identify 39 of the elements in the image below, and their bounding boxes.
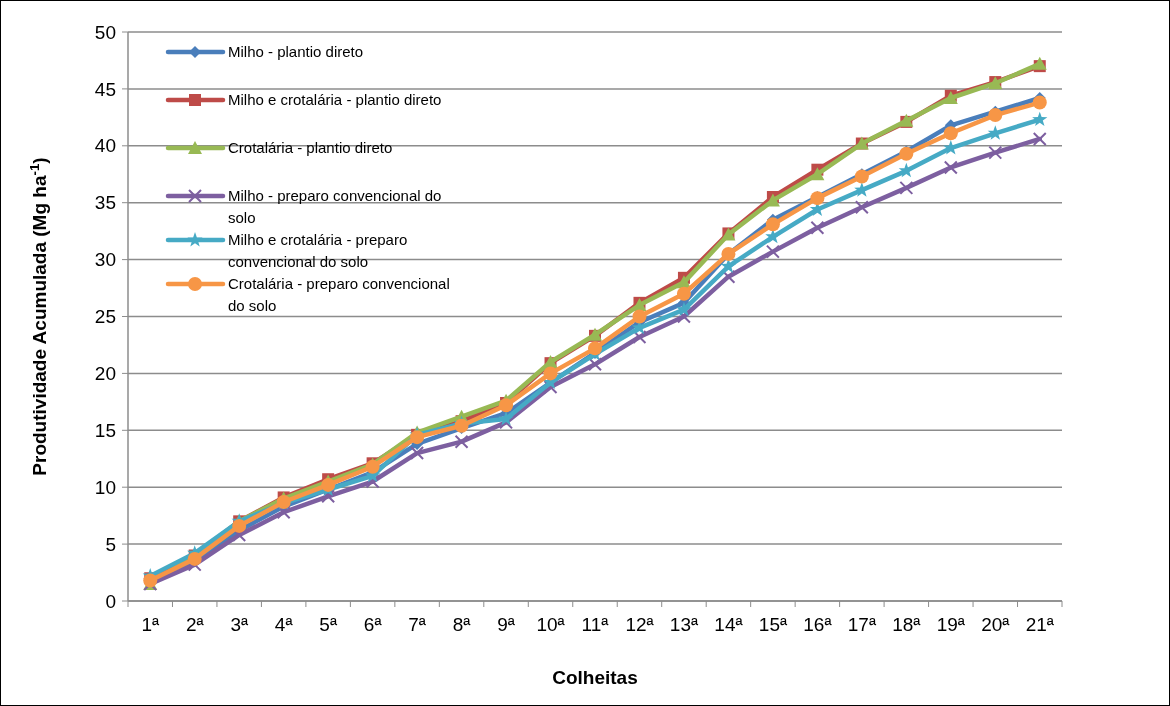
x-tick-label: 6ª (363, 614, 383, 635)
x-tick-label: 17ª (847, 614, 877, 635)
x-tick-label: 4ª (274, 614, 294, 635)
x-tick-label: 18ª (892, 614, 922, 635)
x-tick-label: 19ª (936, 614, 966, 635)
legend-label: Crotalária - preparo convencional do solo (228, 275, 450, 314)
x-tick-label: 5ª (319, 614, 338, 635)
x-tick-label: 15ª (758, 614, 788, 635)
x-tick-label: 1ª (141, 614, 160, 635)
x-tick-label: 2ª (185, 614, 205, 635)
x-tick-label: 14ª (714, 614, 744, 635)
y-tick-label: 10 (94, 476, 116, 498)
x-tick-label: 16ª (803, 614, 833, 635)
legend-label: Crotalária - plantio direto (228, 139, 393, 156)
x-tick-label: 13ª (669, 614, 699, 635)
y-tick-label: 15 (94, 419, 116, 441)
y-tick-label: 25 (94, 306, 116, 328)
y-tick-label: 50 (94, 21, 116, 43)
legend-label: Milho e crotalária - preparo convencional do solo (228, 231, 408, 270)
x-axis-title: Colheitas (552, 667, 638, 688)
x-tick-label: 21ª (1025, 614, 1055, 635)
y-tick-label: 0 (105, 590, 116, 612)
y-tick-label: 20 (94, 363, 116, 385)
y-tick-label: 30 (94, 249, 116, 271)
x-tick-label: 7ª (408, 614, 427, 635)
legend-label: Milho - plantio direto (228, 43, 364, 60)
y-tick-label: 35 (94, 192, 116, 214)
x-tick-label: 12ª (625, 614, 655, 635)
x-tick-label: 8ª (452, 614, 472, 635)
y-tick-label: 45 (94, 78, 116, 100)
x-tick-label: 3ª (230, 614, 249, 635)
x-tick-label: 20ª (981, 614, 1011, 635)
x-tick-label: 9ª (497, 614, 516, 635)
legend-label: Milho e crotalária - plantio direto (228, 91, 442, 108)
y-tick-label: 40 (94, 135, 116, 157)
x-tick-label: 10ª (536, 614, 566, 635)
x-tick-label: 11ª (581, 614, 610, 635)
y-tick-label: 5 (105, 533, 116, 555)
legend-label: Milho - preparo convencional do solo (228, 187, 442, 226)
